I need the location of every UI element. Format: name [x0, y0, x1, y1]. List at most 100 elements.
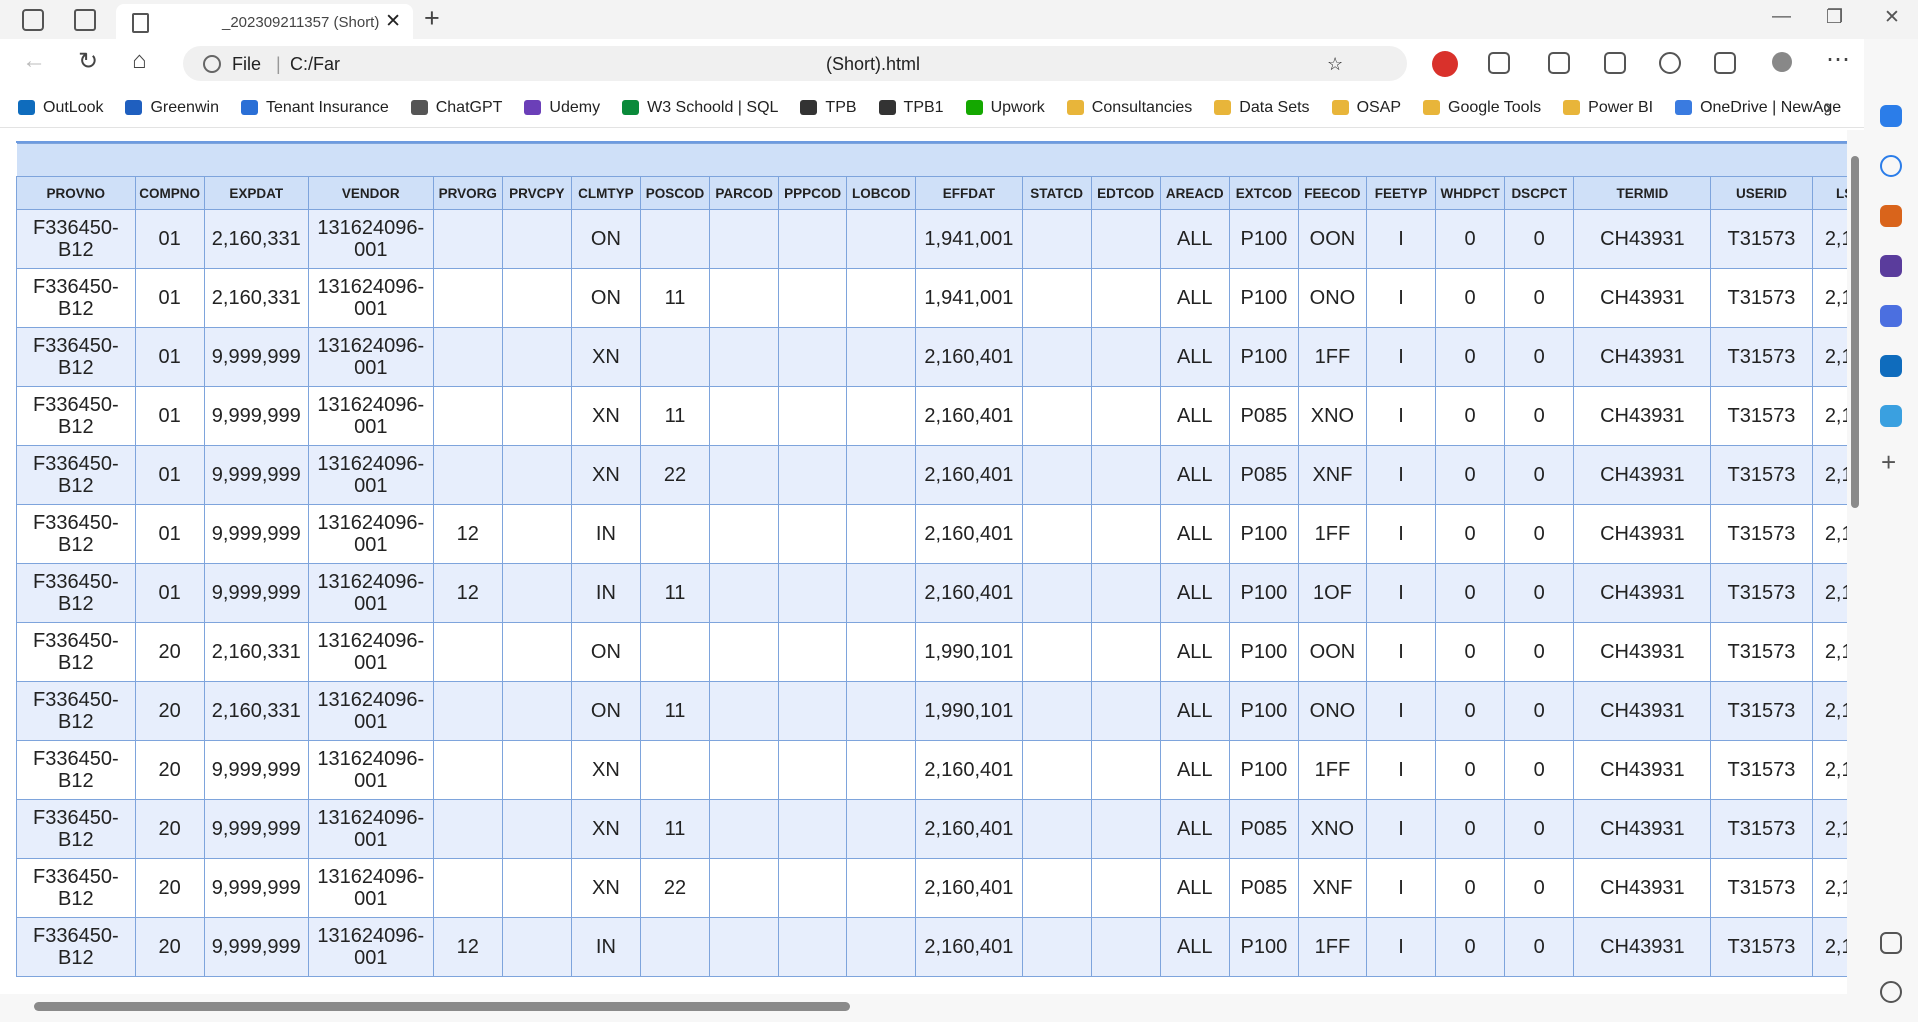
address-bar[interactable]: File | C:/Far (Short).html ☆: [183, 46, 1407, 81]
cell: F336450-B12: [16, 622, 136, 682]
tab-actions-button[interactable]: [74, 9, 96, 31]
cell: [709, 681, 780, 741]
cell: 2,180,82: [1811, 858, 1847, 918]
cell: [501, 740, 572, 800]
settings[interactable]: [1880, 981, 1902, 1003]
cell: [432, 858, 503, 918]
sidebar-icon[interactable]: [1880, 205, 1902, 227]
cell: 2,180,82: [1811, 209, 1847, 269]
column-header: PROVNO: [16, 176, 136, 210]
sidebar-icon[interactable]: [1880, 305, 1902, 327]
favorite-star[interactable]: ☆: [1327, 54, 1344, 74]
sidebar-icon[interactable]: [1880, 155, 1902, 177]
bookmark[interactable]: Greenwin: [125, 99, 219, 117]
close-tab[interactable]: ✕: [385, 11, 401, 32]
cell: 0: [1435, 622, 1506, 682]
horizontal-scroll-thumb[interactable]: [34, 1002, 850, 1011]
cell: [1021, 799, 1092, 859]
sidebar-icon[interactable]: [1880, 105, 1902, 127]
cell: F336450-B12: [16, 327, 136, 387]
bookmark[interactable]: OneDrive | NewAge: [1675, 99, 1841, 117]
table-viewport: PROVNO COMPNO EXPDAT VENDOR PRVORG PRVCPY CLMT…: [16, 141, 1847, 996]
adblock-icon[interactable]: [1432, 51, 1458, 77]
cell: [709, 917, 780, 977]
bookmark[interactable]: TPB1: [878, 99, 944, 117]
history[interactable]: [1659, 52, 1681, 74]
menu[interactable]: ⋯: [1826, 46, 1850, 73]
cell: CH43931: [1573, 740, 1712, 800]
cell: [778, 858, 848, 918]
bookmark[interactable]: Tenant Insurance: [240, 99, 389, 117]
cell: F336450-B12: [16, 504, 136, 564]
bookmark[interactable]: ChatGPT: [410, 99, 502, 117]
bookmark[interactable]: Upwork: [965, 99, 1045, 117]
back[interactable]: ←: [22, 47, 46, 74]
split-screen[interactable]: [1548, 52, 1570, 74]
cell: T31573: [1710, 740, 1813, 800]
restore[interactable]: ❐: [1826, 7, 1844, 28]
cell: [778, 917, 848, 977]
cell: T31573: [1710, 799, 1813, 859]
active-tab[interactable]: _202309211357 (Short) ✕: [116, 4, 413, 39]
favorites[interactable]: [1604, 52, 1626, 74]
sidebar-icon[interactable]: [1880, 405, 1902, 427]
cell: P100: [1228, 504, 1299, 564]
minimize[interactable]: —: [1772, 6, 1791, 27]
sidebar-add[interactable]: +: [1881, 447, 1897, 477]
info-icon: [203, 55, 221, 73]
cell: [432, 740, 503, 800]
cell: [501, 858, 572, 918]
data-row: F336450-B12 20 9,999,999 131624096-001 XN 11 2…: [16, 799, 1847, 859]
bookmark[interactable]: Consultancies: [1066, 99, 1192, 117]
cell: 0: [1435, 740, 1506, 800]
cell: [501, 386, 572, 446]
cell: 0: [1504, 445, 1575, 505]
cell: [1090, 563, 1161, 623]
bookmark[interactable]: TPB: [800, 99, 857, 117]
sidebar-toggle[interactable]: [1880, 932, 1902, 954]
bookmark[interactable]: Google Tools: [1423, 99, 1541, 117]
bookmark[interactable]: Udemy: [524, 99, 600, 117]
cell: [1021, 327, 1092, 387]
sidebar-icon[interactable]: [1880, 255, 1902, 277]
bookmark-label: OSAP: [1356, 98, 1402, 116]
cell: 131624096-001: [307, 504, 434, 564]
downloads[interactable]: [1714, 52, 1736, 74]
cell: 9,999,999: [203, 386, 309, 446]
close-window[interactable]: ✕: [1884, 7, 1900, 28]
cell: [1021, 504, 1092, 564]
profile[interactable]: [1772, 52, 1792, 72]
cell: [432, 622, 503, 682]
bookmark[interactable]: OSAP: [1331, 98, 1402, 117]
cell: [846, 268, 917, 328]
vertical-scroll-thumb[interactable]: [1851, 156, 1859, 508]
cell: 1,941,001: [915, 268, 1023, 328]
column-header: FEETYP: [1365, 176, 1437, 210]
bookmark[interactable]: Data Sets: [1214, 99, 1310, 117]
bookmark[interactable]: Power BI: [1563, 99, 1653, 117]
cell: [501, 563, 572, 623]
bookmark[interactable]: OutLook: [18, 99, 103, 117]
more-bookmarks[interactable]: ›: [1824, 94, 1832, 119]
cell: [1090, 799, 1161, 859]
cell: CH43931: [1573, 209, 1712, 269]
cell: I: [1365, 622, 1437, 682]
cell: 0: [1435, 386, 1506, 446]
refresh[interactable]: ↻: [78, 48, 99, 75]
bookmark[interactable]: W3 Schoold | SQL: [622, 99, 778, 117]
sidebar-icon[interactable]: [1880, 355, 1902, 377]
tab-bar: _202309211357 (Short) ✕ + — ❐ ✕: [0, 0, 1918, 39]
cell: F336450-B12: [16, 268, 136, 328]
cell: ALL: [1159, 622, 1230, 682]
cell: 9,999,999: [203, 917, 309, 977]
cell: ON: [570, 681, 641, 741]
new-tab[interactable]: +: [424, 3, 440, 33]
extensions[interactable]: [1488, 52, 1510, 74]
home[interactable]: ⌂: [132, 47, 147, 74]
workspaces-button[interactable]: [22, 9, 44, 31]
cell: [432, 268, 503, 328]
cell: 9,999,999: [203, 445, 309, 505]
cell: F336450-B12: [16, 858, 136, 918]
cell: 22: [639, 445, 711, 505]
cell: I: [1365, 386, 1437, 446]
